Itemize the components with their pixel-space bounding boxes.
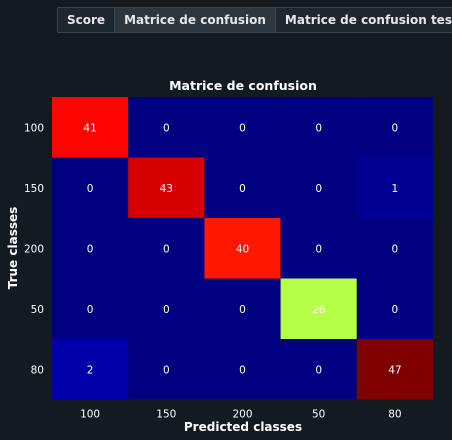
heatmap-cell xyxy=(204,339,281,400)
cell-value-label: 0 xyxy=(315,243,322,255)
tab-score[interactable]: Score xyxy=(67,13,106,27)
y-tick-label: 150 xyxy=(24,183,44,195)
heatmap-cell xyxy=(128,218,205,279)
heatmap-cell xyxy=(280,218,357,279)
cell-value-label: 0 xyxy=(163,304,170,316)
heatmap-cell xyxy=(356,339,433,400)
heatmap-cell xyxy=(52,97,129,158)
heatmap-cell xyxy=(128,278,205,339)
y-tick-label: 100 xyxy=(24,122,44,134)
heatmap-cell xyxy=(280,97,357,158)
heatmap-cell xyxy=(52,218,129,279)
x-tick-label: 150 xyxy=(156,409,176,421)
heatmap-cell xyxy=(356,157,433,218)
x-tick-labels: 100 150 200 50 80 xyxy=(80,409,402,421)
x-tick-label: 200 xyxy=(232,409,252,421)
cell-value-label: 0 xyxy=(315,364,322,376)
cell-value-label: 0 xyxy=(315,122,322,134)
x-tick-label: 50 xyxy=(312,409,325,421)
cell-value-label: 47 xyxy=(388,364,401,376)
cell-value-label: 0 xyxy=(87,304,94,316)
chart-title: Matrice de confusion xyxy=(169,78,317,93)
cell-value-label: 41 xyxy=(83,122,96,134)
heatmap-cell xyxy=(280,278,357,339)
heatmap-cell xyxy=(204,97,281,158)
tab-bar: Score Matrice de confusion Matrice de co… xyxy=(57,7,452,33)
cell-value-label: 0 xyxy=(392,122,399,134)
heatmap-cell xyxy=(52,339,129,400)
x-axis-label: Predicted classes xyxy=(184,420,302,434)
heatmap-cells: 41 0 0 0 0 0 43 0 0 1 0 0 40 0 0 0 0 0 26 0 2 0 0 0 47 xyxy=(52,97,433,400)
cell-value-label: 0 xyxy=(163,243,170,255)
cell-value-label: 2 xyxy=(87,364,94,376)
tab-confusion-matrix[interactable]: Matrice de confusion xyxy=(114,8,275,32)
heatmap-cell xyxy=(356,97,433,158)
cell-value-label: 26 xyxy=(312,304,326,316)
y-tick-label: 200 xyxy=(24,243,44,255)
heatmap-cell xyxy=(204,157,281,218)
tab-confusion-matrix-test[interactable]: Matrice de confusion test xyxy=(274,8,452,32)
x-tick-label: 80 xyxy=(388,409,401,421)
x-tick-label: 100 xyxy=(80,409,100,421)
cell-value-label: 40 xyxy=(236,243,249,255)
cell-value-label: 0 xyxy=(239,122,246,134)
cell-value-label: 0 xyxy=(87,183,94,195)
heatmap-cell xyxy=(356,218,433,279)
cell-value-label: 0 xyxy=(392,304,399,316)
heatmap-cell xyxy=(280,339,357,400)
cell-value-label: 0 xyxy=(315,183,322,195)
heatmap-cell xyxy=(204,218,281,279)
heatmap-cell xyxy=(52,157,129,218)
y-axis-label: True classes xyxy=(6,207,20,290)
cell-value-label: 43 xyxy=(160,183,173,195)
cell-value-label: 1 xyxy=(392,183,399,195)
heatmap-cell xyxy=(128,97,205,158)
cell-value-label: 0 xyxy=(163,364,170,376)
cell-value-label: 0 xyxy=(239,304,246,316)
heatmap-cell xyxy=(356,278,433,339)
y-tick-label: 50 xyxy=(31,304,44,316)
cell-value-label: 0 xyxy=(239,183,246,195)
heatmap-cell xyxy=(128,339,205,400)
y-tick-labels: 100 150 200 50 80 xyxy=(24,122,44,376)
heatmap-cell xyxy=(52,278,129,339)
heatmap-cell xyxy=(280,157,357,218)
heatmap-cell xyxy=(128,157,205,218)
heatmap-cell xyxy=(204,278,281,339)
cell-value-label: 0 xyxy=(87,243,94,255)
cell-value-label: 0 xyxy=(392,243,399,255)
y-tick-label: 80 xyxy=(31,364,44,376)
cell-value-label: 0 xyxy=(239,364,246,376)
cell-value-label: 0 xyxy=(163,122,170,134)
